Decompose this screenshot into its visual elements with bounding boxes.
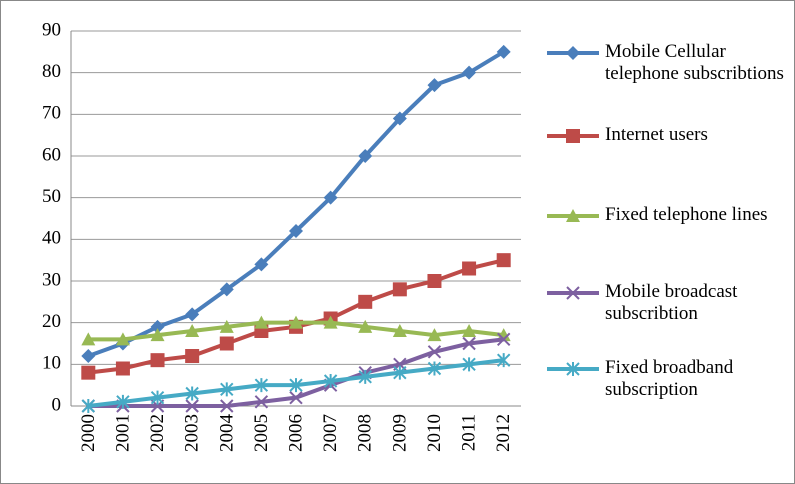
marker (462, 336, 476, 351)
marker (427, 78, 442, 93)
marker (462, 261, 477, 276)
marker (254, 378, 269, 393)
marker (323, 315, 338, 329)
series-line (87, 50, 505, 358)
marker (289, 224, 303, 238)
marker (358, 319, 373, 333)
y-tick-label: 20 (42, 311, 61, 332)
marker (81, 399, 96, 413)
marker (150, 390, 165, 405)
y-tick-label: 70 (42, 103, 61, 124)
marker (185, 307, 200, 322)
x-tick-label: 2000 (78, 414, 99, 452)
marker (254, 257, 269, 272)
marker (462, 65, 477, 80)
x-tick-label: 2007 (320, 414, 341, 452)
marker (150, 328, 165, 342)
x-tick-label: 2009 (389, 414, 410, 452)
marker (116, 394, 130, 409)
marker (323, 190, 338, 205)
marker (220, 382, 234, 397)
y-tick-label: 60 (42, 144, 61, 165)
marker (115, 332, 130, 346)
marker (392, 324, 407, 337)
marker (566, 46, 580, 60)
y-tick-label: 50 (42, 186, 61, 207)
legend-label: Internet users (605, 124, 708, 145)
marker (254, 315, 269, 329)
marker (323, 374, 338, 388)
x-tick-label: 2003 (182, 414, 203, 452)
marker (358, 149, 373, 163)
marker (393, 365, 407, 380)
legend-label: Fixed telephone lines (605, 204, 768, 225)
y-tick-label: 40 (42, 228, 61, 249)
marker (566, 286, 580, 300)
marker (566, 129, 580, 143)
marker (427, 328, 442, 342)
marker (185, 399, 199, 413)
marker (392, 282, 407, 297)
marker (462, 324, 477, 337)
marker (219, 336, 234, 351)
x-tick-label: 2011 (459, 414, 480, 451)
marker (358, 294, 373, 309)
y-tick-label: 80 (42, 61, 61, 82)
y-tick-label: 0 (52, 394, 62, 415)
marker (254, 395, 269, 409)
marker (289, 378, 303, 393)
marker (150, 319, 165, 334)
marker (462, 357, 476, 372)
marker (358, 369, 372, 384)
legend-label: Mobile broadcast subscribtion (605, 281, 738, 324)
x-tick-label: 2010 (424, 414, 445, 452)
marker (289, 315, 303, 329)
marker (220, 399, 234, 413)
marker (496, 44, 511, 59)
x-tick-label: 2006 (286, 414, 307, 452)
marker (185, 349, 200, 363)
marker (566, 362, 580, 376)
x-tick-label: 2002 (147, 414, 168, 452)
x-tick-label: 2005 (251, 414, 272, 452)
y-tick-label: 90 (42, 19, 61, 40)
x-tick-label: 2008 (355, 414, 376, 452)
marker (219, 282, 234, 297)
marker (150, 353, 165, 368)
y-tick-label: 10 (42, 353, 61, 374)
marker (496, 353, 511, 368)
legend-label: Mobile Cellular telephone subscribtions (605, 41, 784, 84)
marker (392, 111, 407, 126)
series-line (88, 337, 504, 408)
marker (185, 386, 199, 401)
legend-label: Fixed broadband subscription (605, 357, 734, 400)
x-tick-label: 2004 (216, 414, 237, 453)
marker (496, 332, 511, 347)
marker (427, 361, 442, 376)
marker (81, 365, 96, 380)
marker (289, 390, 303, 405)
marker (496, 253, 511, 268)
marker (185, 324, 200, 337)
y-tick-label: 30 (42, 269, 61, 290)
x-tick-label: 2012 (493, 414, 514, 452)
marker (427, 274, 442, 288)
marker (115, 361, 130, 376)
marker (81, 332, 96, 346)
marker (427, 345, 442, 359)
marker (566, 209, 580, 222)
marker (81, 349, 96, 363)
x-tick-label: 2001 (112, 414, 133, 452)
marker (219, 319, 234, 333)
